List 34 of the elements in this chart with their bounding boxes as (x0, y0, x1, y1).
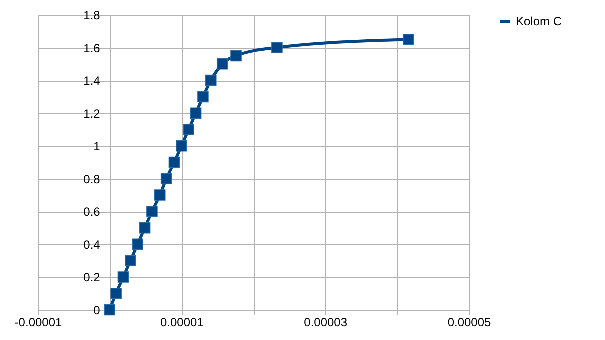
point (125, 255, 136, 266)
x-tick-label: -0.00001 (14, 316, 63, 330)
point (198, 91, 209, 103)
point (230, 50, 242, 62)
point (403, 34, 414, 46)
x-tick-label: 0.00001 (160, 316, 204, 330)
point (183, 124, 194, 136)
y-tick-label: 0.4 (84, 238, 101, 252)
y-tick-label: 0.8 (84, 172, 101, 186)
x-tick-label: 0.00003 (304, 316, 348, 330)
point (154, 190, 166, 201)
point (104, 304, 116, 316)
point (190, 108, 202, 119)
point (110, 288, 122, 300)
y-tick-label: 1.2 (84, 106, 101, 121)
point (160, 173, 172, 185)
point (139, 222, 151, 234)
point (216, 58, 228, 70)
y-tick-label: 1 (94, 140, 101, 154)
y-tick-label: 1.6 (84, 41, 101, 56)
y-tick-label: 1.4 (84, 74, 101, 88)
point (146, 206, 158, 218)
y-tick-label: 0 (94, 304, 101, 318)
point (205, 74, 217, 86)
x-tick-label: 0.00005 (448, 316, 492, 330)
point (176, 140, 188, 152)
y-tick-label: 1.8 (84, 8, 101, 22)
point (132, 238, 144, 250)
point (168, 156, 180, 168)
y-tick-label: 0.6 (84, 205, 101, 220)
y-tick-label: 0.2 (84, 270, 101, 285)
legend-label: Kolom C (516, 14, 562, 28)
point (118, 272, 130, 283)
point (272, 42, 283, 54)
